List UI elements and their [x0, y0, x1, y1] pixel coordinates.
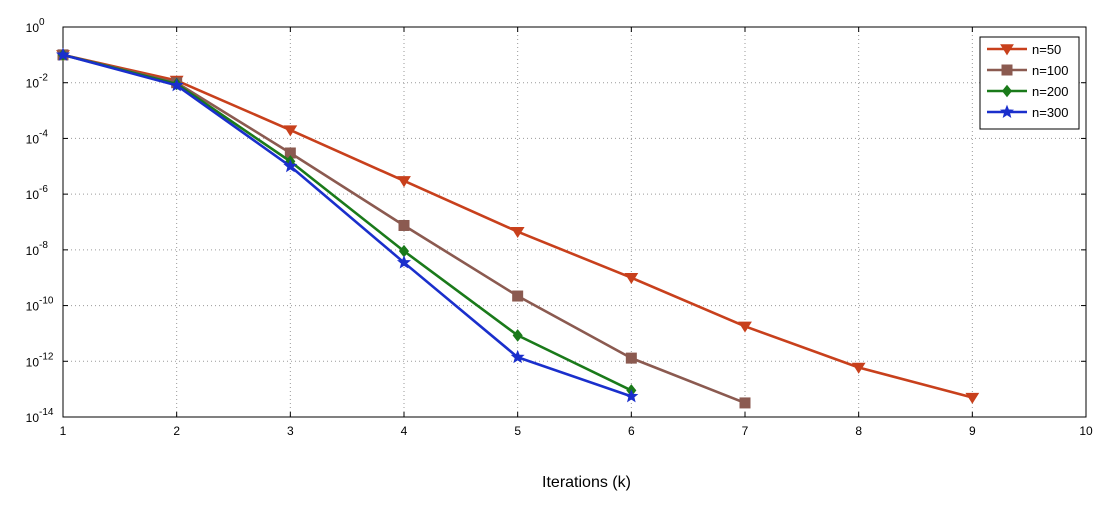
y-tick-base: 10: [26, 77, 40, 91]
x-tick-label: 7: [742, 424, 749, 438]
x-tick-label: 5: [514, 424, 521, 438]
legend-entry: n=200: [987, 84, 1069, 99]
data-point: [512, 290, 524, 302]
data-point: [55, 47, 71, 61]
y-tick-base: 10: [26, 188, 40, 202]
x-tick-label: 4: [401, 424, 408, 438]
series-line: [62, 53, 973, 399]
y-tick-exponent: -8: [39, 240, 48, 251]
y-tick-label: 10 -2: [26, 73, 49, 91]
y-tick-exponent: -6: [39, 184, 48, 195]
legend-label: n=200: [1032, 84, 1069, 99]
x-tick-label: 9: [969, 424, 976, 438]
data-point: [624, 389, 639, 403]
y-tick-label: 10 -10: [26, 296, 54, 314]
y-tick-base: 10: [26, 355, 40, 369]
grid: [63, 27, 1086, 417]
x-axis-title: Iterations (k): [542, 474, 631, 491]
legend-label: n=100: [1032, 63, 1069, 78]
data-point: [510, 226, 525, 239]
series-line: [62, 53, 632, 392]
x-tick-label: 1: [60, 424, 67, 438]
legend-marker: [999, 104, 1015, 118]
data-point: [169, 78, 184, 92]
legend-marker: [1000, 44, 1014, 56]
data-point: [625, 352, 637, 364]
y-tick-base: 10: [26, 21, 40, 35]
y-tick-base: 10: [26, 244, 40, 258]
x-tick-label: 3: [287, 424, 294, 438]
legend-marker: [1001, 84, 1013, 98]
y-tick-exponent: -4: [39, 128, 48, 139]
y-tick-label: 10 -4: [26, 128, 49, 146]
data-point: [510, 349, 525, 364]
y-tick-label: 10 -14: [26, 407, 54, 425]
y-tick-exponent: 0: [39, 17, 45, 28]
data-point: [624, 273, 639, 285]
legend-box: [979, 36, 1080, 130]
x-tick-label: 2: [173, 424, 180, 438]
legend-entry: n=300: [987, 104, 1069, 120]
legend-label: n=300: [1032, 105, 1069, 120]
y-tick-label: 10 -8: [26, 240, 49, 258]
x-tick-label: 8: [855, 424, 862, 438]
x-tick-label: 6: [628, 424, 635, 438]
legend-label: n=50: [1032, 42, 1061, 57]
data-point: [965, 392, 980, 404]
series-n-200: [57, 48, 637, 397]
legend-entry: n=100: [987, 63, 1069, 78]
y-tick-exponent: -12: [39, 351, 54, 362]
plot-area: [62, 26, 1087, 418]
y-tick-base: 10: [26, 132, 40, 146]
data-point: [739, 397, 751, 409]
y-tick-label: 10 -12: [26, 351, 54, 369]
series-n-300: [55, 47, 639, 403]
data-point: [396, 255, 412, 269]
series-line: [62, 53, 632, 398]
data-point: [851, 362, 866, 374]
y-tick-exponent: -10: [39, 296, 54, 307]
y-tick-exponent: -2: [39, 73, 48, 84]
y-tick-base: 10: [26, 300, 40, 314]
data-point: [397, 176, 411, 188]
y-tick-base: 10: [26, 411, 40, 425]
legend: n=50 n=100 n=200 n=300: [979, 36, 1080, 130]
legend-entry: n=50: [987, 42, 1061, 57]
y-tick-exponent: -14: [39, 407, 54, 418]
data-point: [283, 158, 298, 173]
series-layer: [55, 47, 980, 409]
legend-marker: [1001, 64, 1013, 76]
y-tick-label: 10 -6: [26, 184, 49, 202]
data-point: [398, 219, 410, 231]
data-point: [283, 125, 298, 137]
x-tick-label: 10: [1079, 424, 1093, 438]
data-point: [512, 329, 523, 342]
y-tick-label: 10 0: [26, 17, 45, 35]
data-point: [738, 321, 752, 333]
